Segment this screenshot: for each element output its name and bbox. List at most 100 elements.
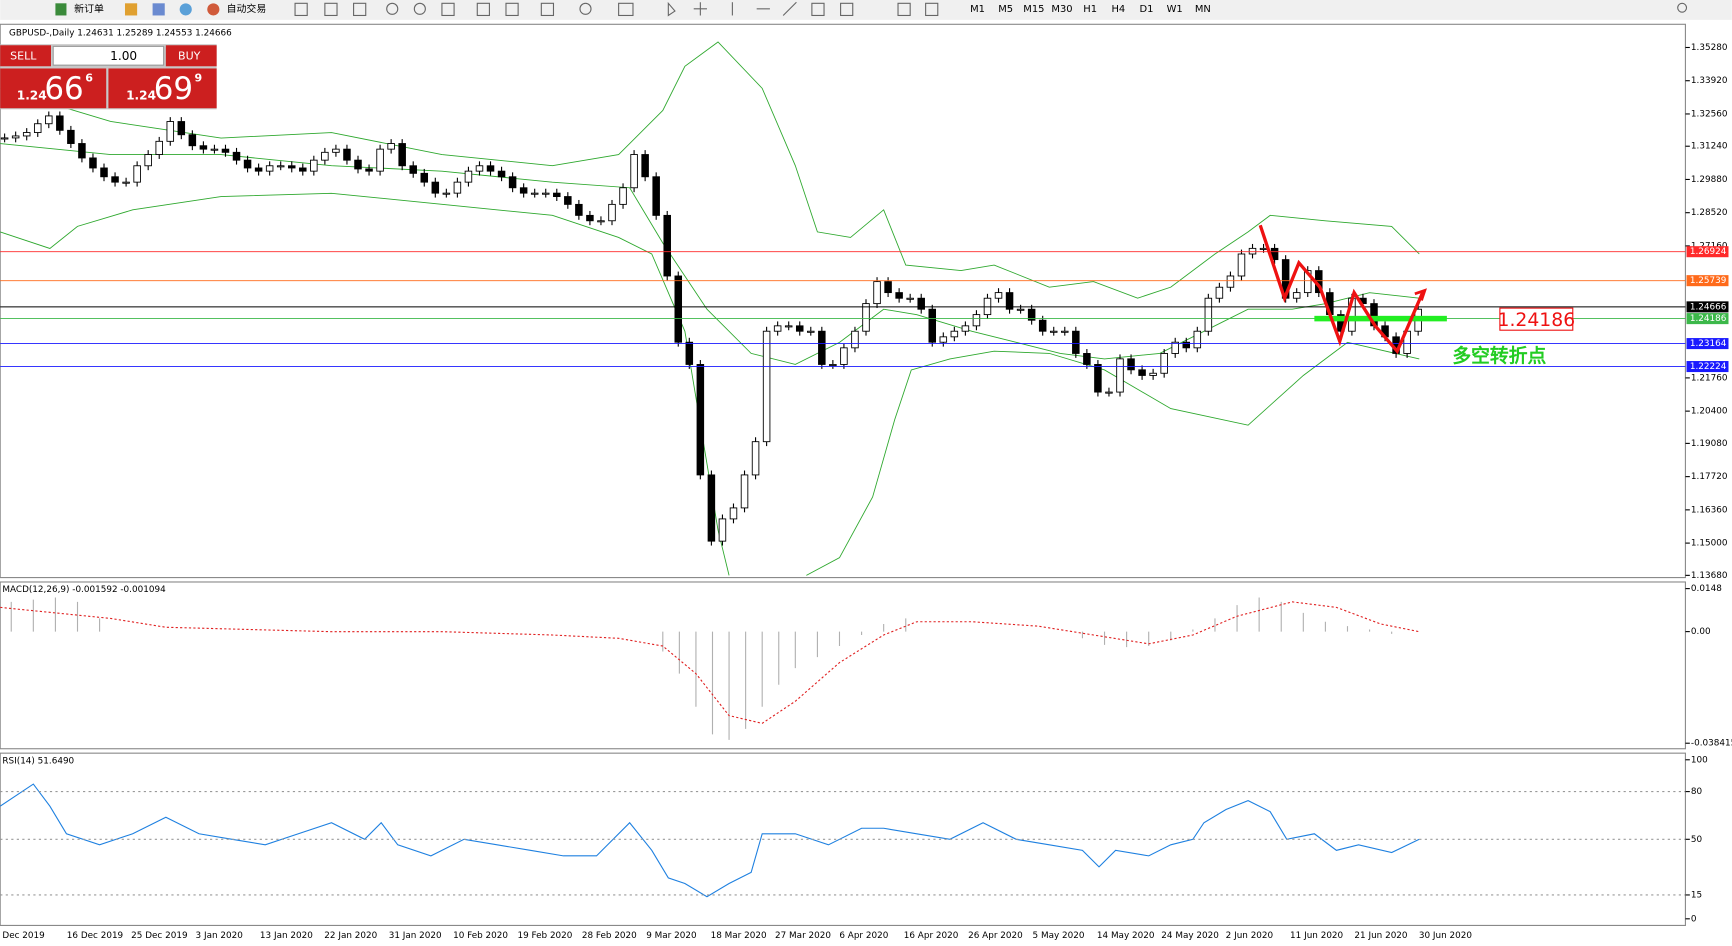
buy-price-box[interactable]	[108, 68, 217, 109]
auto-trading-icon[interactable]	[207, 3, 220, 16]
timeframe-button[interactable]: M5	[998, 4, 1013, 15]
candle	[1094, 364, 1102, 393]
candle	[287, 165, 296, 169]
toolbar-icon[interactable]	[179, 3, 192, 16]
x-tick-label: 25 Dec 2019	[131, 931, 187, 941]
toolbar-icon[interactable]	[152, 3, 165, 16]
candle	[961, 325, 970, 332]
panes	[0, 23, 1686, 926]
price-level-tag	[1686, 313, 1729, 325]
candle	[762, 330, 771, 443]
timeframe-button[interactable]: W1	[1167, 4, 1183, 15]
timeframe-button[interactable]: MN	[1195, 4, 1211, 15]
candle	[807, 330, 815, 333]
candle	[619, 187, 627, 205]
y-tick-label: 1.19080	[1691, 439, 1728, 449]
turning-point-note: 多空转折点	[1452, 344, 1546, 367]
x-tick-label: 22 Jan 2020	[324, 931, 377, 941]
x-tick-label: 24 May 2020	[1161, 931, 1219, 941]
timeframe-button[interactable]: H4	[1111, 4, 1125, 15]
candle	[519, 187, 528, 194]
timeframe-button[interactable]: M15	[1023, 4, 1044, 15]
auto-trading-button[interactable]: 自动交易	[227, 2, 267, 15]
candle	[1127, 358, 1135, 371]
price-level-label: 1.22224	[1690, 362, 1727, 372]
sell-price-small[interactable]: 6	[85, 71, 93, 84]
candle	[586, 214, 594, 222]
new-order-icon[interactable]	[55, 3, 67, 16]
candle	[45, 115, 53, 125]
candle	[564, 196, 572, 205]
x-tick-label: 13 Jan 2020	[260, 931, 313, 941]
level-label: 1.24186	[1498, 310, 1576, 331]
candle	[166, 121, 175, 142]
candle	[1061, 330, 1069, 333]
x-tick-label: 5 May 2020	[1033, 931, 1085, 941]
candle	[553, 192, 561, 198]
x-tick-label: 11 Jun 2020	[1290, 931, 1343, 941]
price-level-label: 1.25739	[1690, 276, 1727, 286]
y-tick-label: 0.0148	[1691, 584, 1722, 594]
candle	[873, 281, 881, 305]
timeframe-button[interactable]: M30	[1051, 4, 1072, 15]
sell-price-big[interactable]: 66	[44, 71, 83, 107]
rsi-pane	[0, 752, 1686, 926]
y-tick-label: -0.038415	[1691, 739, 1732, 749]
x-tick-label: 2 Jun 2020	[1226, 931, 1274, 941]
buy-price-prefix[interactable]: 1.24	[126, 89, 156, 103]
candle	[1248, 247, 1257, 255]
y-tick-label: 0	[1691, 914, 1697, 924]
buy-button[interactable]	[165, 45, 217, 67]
y-tick-label: 1.21760	[1691, 373, 1728, 383]
sell-price-box[interactable]	[0, 68, 107, 109]
bb-middle	[0, 143, 1420, 365]
x-tick-label: 30 Jun 2020	[1419, 931, 1472, 941]
candle	[1259, 247, 1268, 250]
axes: 1.35280 1.33920 1.32560 1.31240 1.29880 1.285…	[0, 43, 1732, 942]
bb-lower	[0, 192, 730, 576]
macd-header: MACD(12,26,9) -0.001592 -0.001094	[2, 585, 166, 595]
timeframe-button[interactable]: M1	[970, 4, 985, 15]
new-order-button[interactable]: 新订单	[74, 2, 104, 15]
candle	[1105, 391, 1113, 394]
candle	[1226, 275, 1235, 288]
candle	[773, 325, 782, 332]
chart-header: GBPUSD-,Daily 1.24631 1.25289 1.24553 1.…	[9, 29, 232, 39]
support-bar	[1314, 315, 1447, 322]
lots-value[interactable]: 1.00	[110, 49, 137, 63]
price-level-tag	[1686, 361, 1729, 373]
x-tick-label: 3 Jan 2020	[196, 931, 244, 941]
candle	[950, 330, 959, 338]
candle	[486, 165, 495, 172]
x-tick-label: Dec 2019	[2, 931, 44, 941]
candle	[111, 176, 119, 183]
candle	[707, 474, 716, 542]
x-tick-label: 6 Apr 2020	[839, 931, 888, 941]
date-axis-bg	[0, 926, 1732, 942]
candle	[232, 151, 241, 161]
candle	[541, 192, 550, 195]
timeframe-button[interactable]: H1	[1083, 4, 1097, 15]
toolbar-icon[interactable]	[124, 3, 138, 16]
sell-button[interactable]	[0, 45, 51, 67]
buy-label[interactable]: BUY	[178, 49, 201, 62]
y-tick-label: 0.00	[1691, 627, 1711, 637]
lots-input[interactable]	[52, 45, 165, 66]
candle	[431, 181, 440, 194]
x-tick-label: 16 Apr 2020	[904, 931, 959, 941]
candle	[122, 181, 130, 184]
candle	[972, 314, 981, 327]
y-tick-label: 1.13680	[1691, 571, 1728, 581]
timeframe-button[interactable]: D1	[1140, 4, 1154, 15]
buy-price-big[interactable]: 69	[154, 71, 193, 107]
tool-icons[interactable]	[294, 1, 1688, 17]
candle	[299, 167, 307, 172]
candle	[354, 159, 362, 170]
candle	[630, 154, 638, 189]
y-tick-label: 1.20400	[1691, 407, 1728, 417]
sell-label[interactable]: SELL	[10, 49, 37, 62]
sell-price-prefix[interactable]: 1.24	[17, 89, 47, 103]
candle	[1005, 292, 1014, 310]
buy-price-small[interactable]: 9	[195, 71, 203, 84]
